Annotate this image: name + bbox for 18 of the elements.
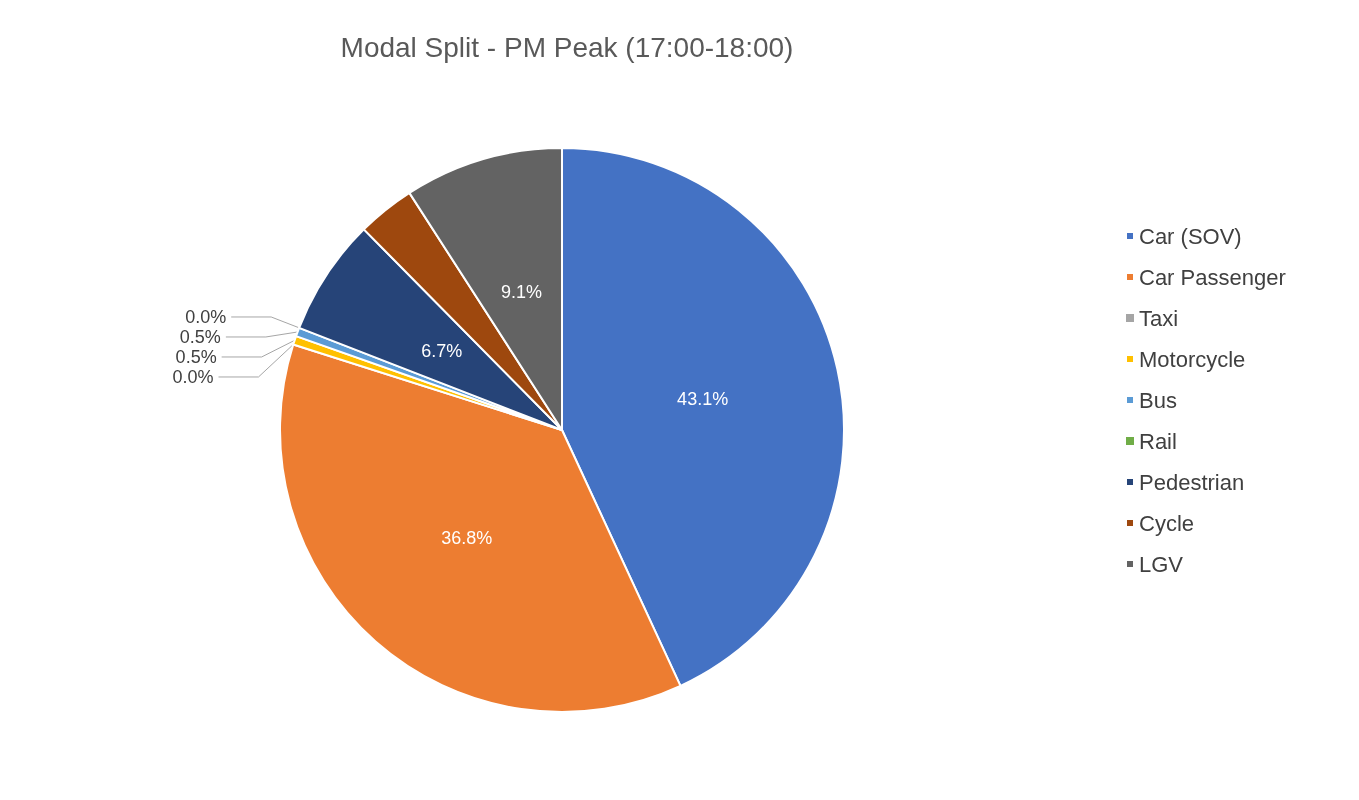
- data-label: 6.7%: [421, 340, 463, 361]
- data-label: 43.1%: [677, 389, 729, 410]
- text: 0.0%: [185, 306, 227, 327]
- text: 0.0%: [172, 366, 214, 387]
- data-label: 0.5%: [179, 326, 221, 347]
- data-label: 36.8%: [441, 528, 493, 549]
- legend-label: Car (SOV): [1139, 223, 1242, 249]
- legend-label: Motorcycle: [1139, 346, 1246, 372]
- legend-label: Cycle: [1139, 510, 1195, 536]
- legend-label: Car Passenger: [1139, 264, 1286, 290]
- chart-title: Modal Split - PM Peak (17:00-18:00): [340, 31, 794, 63]
- legend-label: Bus: [1139, 387, 1177, 413]
- legend-label: Pedestrian: [1139, 469, 1245, 495]
- data-label: 9.1%: [500, 281, 542, 302]
- legend-label: LGV: [1139, 551, 1184, 577]
- data-label: 0.5%: [175, 346, 217, 367]
- legend-label: Rail: [1139, 428, 1177, 454]
- legend-label: Taxi: [1139, 305, 1179, 331]
